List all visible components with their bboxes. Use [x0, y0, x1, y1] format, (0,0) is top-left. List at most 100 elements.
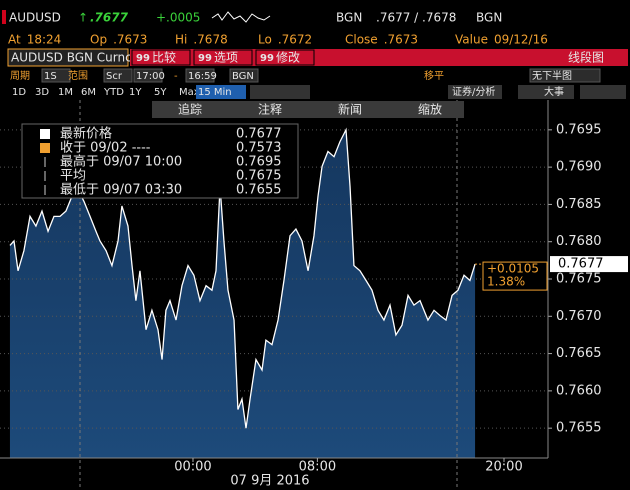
stats: At 18:24 Op .7673 Hi .7678 Lo .7672 Close .7673 Va…	[8, 33, 548, 47]
actions: 追踪 注释 新闻 缩放	[178, 102, 442, 117]
x-tick-label: 20:00	[485, 460, 522, 475]
change: +0.0105	[487, 262, 539, 276]
security-box[interactable]	[7, 48, 129, 67]
legend-value: 0.7675	[236, 169, 282, 184]
stat-label: Op	[90, 33, 107, 47]
legend-value: 0.7695	[236, 155, 282, 170]
legend-label: 最新价格	[60, 126, 112, 142]
stat-value: .7673	[113, 33, 147, 47]
security: AUDUSD BGN Curncy	[11, 51, 139, 65]
events: 大事	[544, 85, 564, 98]
period-button[interactable]: 1M	[58, 87, 73, 98]
period-button[interactable]: 1Y	[129, 87, 142, 98]
change-pct: 1.38%	[487, 275, 525, 289]
setting-box[interactable]	[41, 68, 71, 83]
button[interactable]	[131, 49, 191, 66]
y-tick-label: 0.7670	[556, 309, 602, 324]
area	[9, 129, 476, 459]
button-icon: 99	[136, 53, 150, 64]
y-tick-label: 0.7680	[556, 234, 602, 249]
stat-label: Hi	[175, 33, 187, 47]
setting-box[interactable]	[529, 68, 601, 83]
last-tag-label: 0.7677	[558, 257, 604, 272]
period-button[interactable]: Max	[179, 87, 200, 98]
interval-box[interactable]	[196, 85, 246, 99]
stat-value: .7673	[384, 33, 418, 47]
button-icon: 99	[260, 53, 274, 64]
legend-box	[21, 123, 299, 199]
action[interactable]: 注释	[258, 102, 282, 117]
period-button[interactable]: 1D	[12, 87, 26, 98]
y-tick-label: 0.7655	[556, 421, 602, 436]
stat-label: At	[8, 33, 21, 47]
period-button[interactable]: YTD	[103, 87, 124, 98]
y-tick-label: 0.7690	[556, 160, 602, 175]
setting: 1S	[44, 71, 57, 82]
stat-label: Value	[455, 33, 488, 47]
action[interactable]: 追踪	[178, 102, 202, 117]
tool-icons[interactable]	[250, 85, 310, 99]
setting-box[interactable]	[103, 68, 133, 83]
stat-value: .7678	[193, 33, 227, 47]
y-tick-label: 0.7695	[556, 122, 602, 137]
settings-icon[interactable]	[580, 85, 626, 99]
chart: 0.7655 0.7660 0.7665 0.7670 0.7675 0.7680 0.76…	[0, 100, 628, 490]
quote: .7677 / .7678	[376, 11, 456, 25]
ticker: AUDUSD	[9, 11, 61, 25]
action[interactable]: 新闻	[338, 102, 362, 117]
legend-label: 最高于 09/07 10:00	[60, 154, 182, 170]
settings: 周期 1S 范围 Scr 17:00-16:59 BGN 移平 无下半图	[10, 68, 601, 83]
legend-icon	[40, 143, 50, 153]
setting-box[interactable]	[229, 68, 259, 83]
setting: 16:59	[188, 71, 217, 82]
stat-label: Lo	[258, 33, 272, 47]
y-tick-label: 0.7685	[556, 197, 602, 212]
change-box	[482, 261, 548, 291]
change: +.0005	[156, 11, 200, 25]
legend-label: 平均	[60, 169, 86, 184]
marker	[2, 10, 6, 24]
setting: 周期	[10, 70, 30, 82]
setting: 范围	[68, 69, 88, 82]
stat-label: Close	[345, 33, 378, 47]
setting: 17:00	[136, 71, 165, 82]
action[interactable]: 缩放	[418, 102, 442, 117]
setting-box[interactable]	[133, 68, 163, 83]
button[interactable]	[193, 49, 253, 66]
action-bar	[152, 101, 464, 118]
setting: -	[174, 71, 178, 82]
legend-label: 最低于 09/07 03:30	[60, 183, 182, 198]
button[interactable]	[255, 49, 315, 66]
y-tick-label: 0.7675	[556, 272, 602, 287]
setting: 无下半图	[532, 69, 572, 82]
events-box[interactable]	[518, 85, 574, 99]
interval: 15 Min	[198, 87, 232, 98]
button-label: 比较	[152, 50, 176, 65]
stat-value: 18:24	[27, 33, 62, 47]
legend-value: 0.7573	[236, 141, 282, 156]
analysis-box[interactable]	[448, 85, 502, 99]
period-button[interactable]: 5Y	[154, 87, 167, 98]
legend-value: 0.7677	[236, 127, 282, 142]
setting-box[interactable]	[185, 68, 215, 83]
x-axis-label: 07 9月 2016	[230, 474, 309, 489]
last-price: .7677	[90, 11, 129, 25]
y-tick-label: 0.7665	[556, 346, 602, 361]
toolbar-bar	[130, 49, 628, 66]
setting: Scr	[106, 71, 123, 82]
button-label: 选项	[214, 51, 238, 65]
last-tag	[550, 256, 628, 273]
legend-label: 收于 09/02 ----	[60, 141, 151, 156]
analysis: 证券/分析	[452, 85, 495, 98]
x-tick-label: 00:00	[174, 460, 211, 475]
period-button[interactable]: 3D	[35, 87, 49, 98]
x-tick-label: 08:00	[299, 460, 336, 475]
stat-value: .7672	[278, 33, 312, 47]
sparkline	[211, 11, 271, 23]
button-icon: 99	[198, 53, 212, 64]
buttons: 99 比较 99 选项 99 修改	[131, 49, 315, 66]
period-button[interactable]: 6M	[81, 87, 96, 98]
chart-type[interactable]: 线段图	[568, 50, 604, 65]
arrow: ↑	[78, 11, 88, 25]
